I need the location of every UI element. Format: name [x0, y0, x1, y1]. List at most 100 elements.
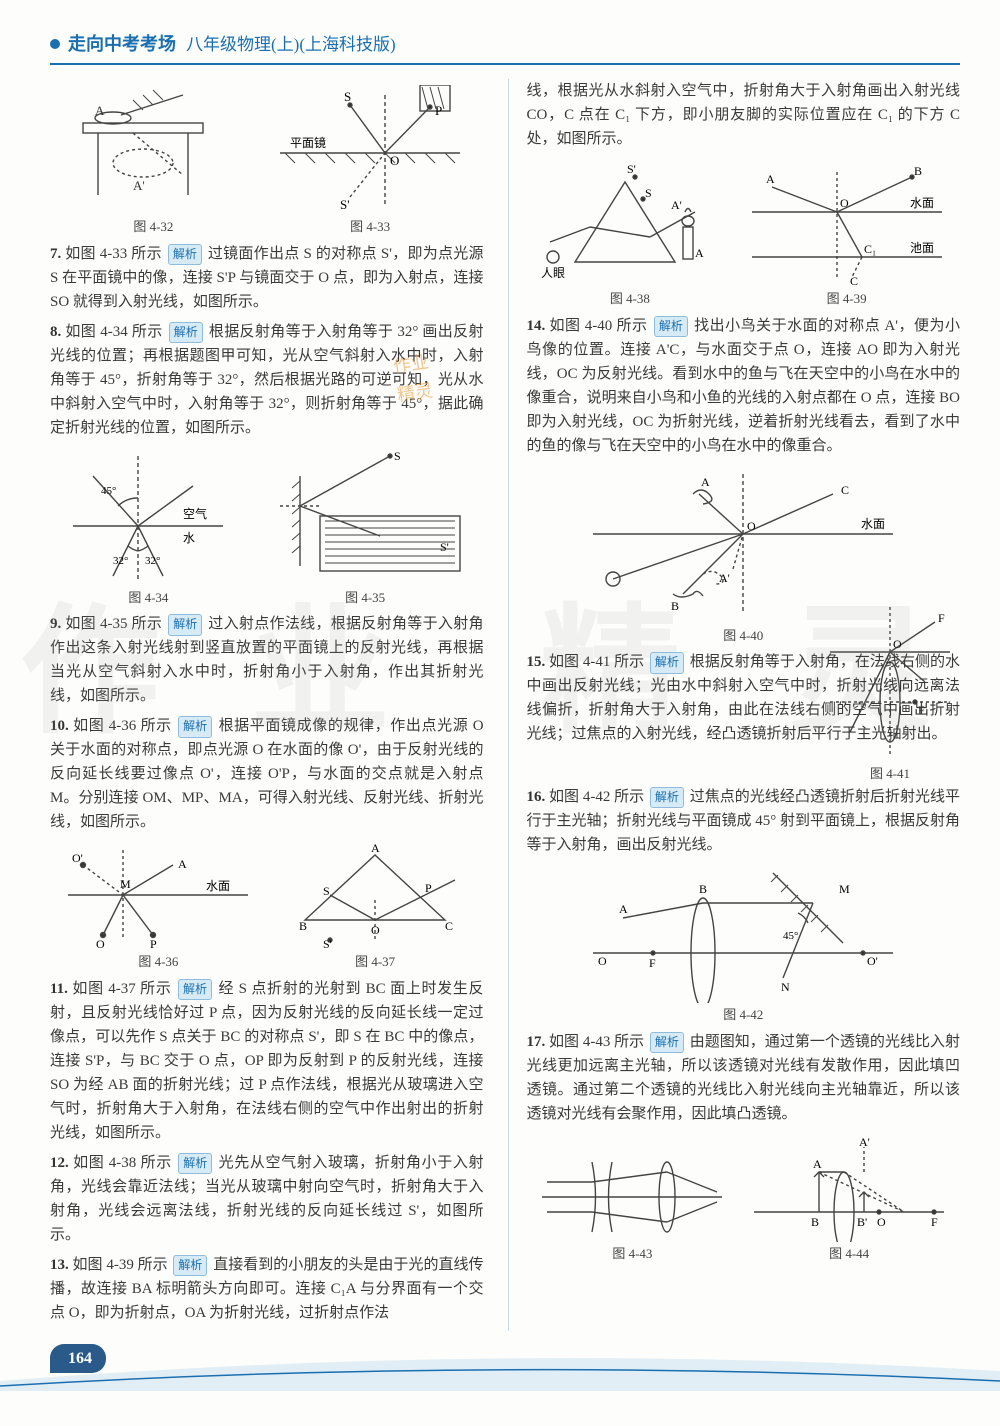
header-dot-icon — [50, 39, 60, 49]
figure-caption: 图 4-42 — [583, 1005, 903, 1026]
diagram-icon: S S' — [260, 446, 470, 586]
diagram-icon: A A' — [63, 85, 243, 215]
figure-caption: 图 4-39 — [742, 289, 952, 310]
svg-text:S': S' — [440, 540, 449, 554]
item-11: 11. 如图 4-37 所示 解析 经 S 点折射的光射到 BC 面上时发生反射… — [50, 977, 484, 1145]
analysis-tag: 解析 — [169, 322, 203, 343]
svg-text:P: P — [435, 103, 442, 118]
figure-4-34: 45° 32° 32° 空气 水 图 4-34 — [63, 446, 233, 609]
svg-text:平面镜: 平面镜 — [290, 135, 326, 150]
svg-text:S': S' — [627, 162, 636, 176]
header-subject: 八年级物理(上)(上海科技版) — [186, 31, 396, 58]
figure-row: 45° 32° 32° 空气 水 图 4-34 — [50, 446, 484, 609]
diagram-icon: S S' P O 平面镜 — [270, 85, 470, 215]
footer-swoosh-icon — [0, 1331, 1000, 1391]
content-columns: A A' 图 4-32 — [50, 79, 960, 1331]
figure-caption: 图 4-38 — [535, 289, 725, 310]
svg-text:O: O — [840, 196, 849, 210]
item-12: 12. 如图 4-38 所示 解析 光先从空气射入玻璃，折射角小于入射角，光线会… — [50, 1151, 484, 1247]
figure-4-44: A A' B B' O F 图 4-44 — [749, 1132, 949, 1265]
svg-text:45°: 45° — [783, 930, 798, 942]
figure-4-36: O' M A O P 水面 图 4-36 — [58, 840, 258, 973]
svg-text:B: B — [299, 919, 307, 933]
diagram-icon: S' S A A' 人眼 — [535, 157, 725, 287]
svg-text:S: S — [394, 449, 401, 463]
svg-text:水: 水 — [183, 531, 195, 545]
svg-text:空气: 空气 — [183, 506, 207, 521]
item-9: 9. 如图 4-35 所示 解析 过入射点作法线，根据反射角等于入射角作出这条入… — [50, 612, 484, 708]
svg-text:O: O — [747, 519, 756, 533]
analysis-tag: 解析 — [650, 1032, 684, 1053]
figure-caption: 图 4-44 — [749, 1244, 949, 1265]
figure-4-33: S S' P O 平面镜 图 4-33 — [270, 85, 470, 238]
figure-row: O' M A O P 水面 图 4-36 — [50, 840, 484, 973]
figure-4-35: S S' 图 4-35 — [260, 446, 470, 609]
item-intro: 线，根据光从水斜射入空气中，折射角大于入射角画出入射光线 CO，C 点在 C₁ … — [527, 79, 961, 151]
figure-row: 图 4-43 — [527, 1132, 961, 1265]
diagram-icon: A B O F O' M N 45° — [583, 863, 903, 1003]
figure-4-37: A B C S P O S' 图 4-37 — [275, 840, 475, 973]
svg-text:水面: 水面 — [206, 879, 230, 893]
analysis-tag: 解析 — [168, 614, 202, 635]
svg-text:B: B — [671, 599, 679, 613]
figure-row: S' S A A' 人眼 图 4-38 — [527, 157, 961, 310]
svg-text:F: F — [649, 956, 656, 970]
svg-text:F: F — [931, 1215, 938, 1229]
analysis-tag: 解析 — [168, 244, 202, 265]
header-series: 走向中考考场 — [68, 30, 176, 59]
page: 走向中考考场 八年级物理(上)(上海科技版) 作 业 精 灵 作业精灵 — [0, 0, 1000, 1391]
diagram-icon: 45° 32° 32° 空气 水 — [63, 446, 233, 586]
svg-text:A: A — [95, 103, 105, 118]
figure-row: A A' 图 4-32 — [50, 85, 484, 238]
svg-text:N: N — [781, 980, 790, 994]
figure-caption: 图 4-33 — [270, 217, 470, 238]
svg-text:S: S — [344, 89, 351, 104]
svg-text:P: P — [150, 937, 157, 950]
figure-caption: 图 4-36 — [58, 952, 258, 973]
diagram-icon: A C O A' B 水面 — [573, 464, 913, 624]
item-10: 10. 如图 4-36 所示 解析 根据平面镜成像的规律，作出点光源 O 关于水… — [50, 714, 484, 834]
item-7: 7. 如图 4-33 所示 解析 过镜面作出点 S 的对称点 S'，即为点光源 … — [50, 242, 484, 314]
item-8: 8. 如图 4-34 所示 解析 根据反射角等于入射角等于 32° 画出反射光线… — [50, 320, 484, 440]
svg-text:O: O — [893, 637, 902, 651]
analysis-tag: 解析 — [178, 716, 212, 737]
figure-4-38: S' S A A' 人眼 图 4-38 — [535, 157, 725, 310]
svg-text:C: C — [445, 919, 453, 933]
svg-text:S: S — [323, 884, 330, 898]
svg-text:M: M — [120, 877, 131, 891]
svg-text:O': O' — [867, 954, 878, 968]
figure-caption: 图 4-35 — [260, 588, 470, 609]
left-column: A A' 图 4-32 — [50, 79, 484, 1331]
svg-text:S: S — [645, 186, 652, 200]
diagram-icon: B A O C₁ C 水面 池面 — [742, 157, 952, 287]
svg-text:O: O — [877, 1215, 886, 1229]
svg-text:A': A' — [671, 198, 682, 212]
svg-text:水面: 水面 — [910, 196, 934, 210]
svg-text:O: O — [390, 153, 399, 168]
analysis-tag: 解析 — [650, 652, 684, 673]
svg-text:A': A' — [859, 1135, 870, 1149]
svg-text:O: O — [598, 954, 607, 968]
svg-text:A: A — [695, 246, 704, 260]
svg-text:O: O — [96, 937, 105, 950]
analysis-tag: 解析 — [654, 316, 688, 337]
item-14: 14. 如图 4-40 所示 解析 找出小鸟关于水面的对称点 A'，便为小鸟像的… — [527, 314, 961, 458]
svg-text:A: A — [619, 902, 628, 916]
svg-text:池面: 池面 — [910, 241, 934, 255]
diagram-icon: A B C S P O S' — [275, 840, 475, 950]
item-17: 17. 如图 4-43 所示 解析 由题图知，通过第一个透镜的光线比入射光线更加… — [527, 1030, 961, 1126]
svg-text:S': S' — [340, 197, 350, 212]
figure-caption: 图 4-41 — [820, 764, 960, 785]
svg-text:C₁: C₁ — [864, 242, 876, 256]
svg-text:O': O' — [72, 851, 83, 865]
figure-row: A B O F O' M N 45° 图 4-42 — [527, 863, 961, 1026]
item-15: 15. 如图 4-41 所示 解析 根据反射角等于入射角，在法线右侧的水中画出反… — [527, 650, 961, 746]
svg-text:水面: 水面 — [861, 517, 885, 531]
svg-text:C: C — [841, 483, 849, 497]
svg-text:P: P — [425, 881, 432, 895]
figure-4-42: A B O F O' M N 45° 图 4-42 — [583, 863, 903, 1026]
svg-text:A: A — [766, 172, 775, 186]
svg-text:B: B — [699, 882, 707, 896]
svg-text:O: O — [371, 923, 380, 937]
diagram-icon: O' M A O P 水面 — [58, 840, 258, 950]
